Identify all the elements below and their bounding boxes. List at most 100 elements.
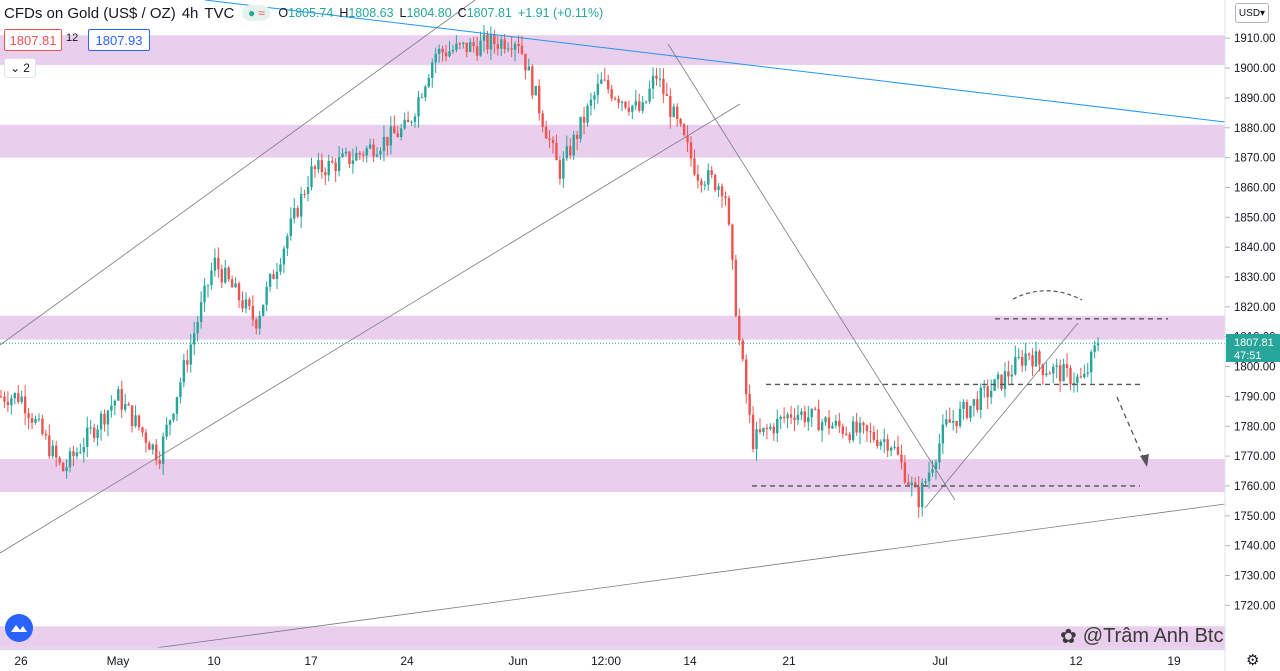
candle-body xyxy=(41,418,44,434)
candle xyxy=(334,157,337,183)
price-zone xyxy=(0,459,1225,492)
candle-body xyxy=(299,193,303,217)
candle xyxy=(1034,341,1038,368)
candle-body xyxy=(1007,371,1010,377)
candle-body xyxy=(969,405,972,418)
candle xyxy=(755,421,758,461)
candle-body xyxy=(776,418,779,434)
timeframe[interactable]: 4h xyxy=(181,4,199,22)
candle-body xyxy=(748,394,751,415)
candle xyxy=(413,113,417,128)
candle xyxy=(182,353,186,388)
candle xyxy=(845,426,848,437)
candle-body xyxy=(655,75,658,79)
candle-body xyxy=(579,116,582,139)
candle-body xyxy=(1052,366,1055,374)
candle xyxy=(120,380,123,418)
candle-body xyxy=(493,34,496,45)
candle-body xyxy=(99,413,103,430)
y-tick-label: 1860.00 xyxy=(1234,182,1276,194)
candle-body xyxy=(310,166,313,188)
candle-body xyxy=(1069,368,1072,385)
indicators-toggle[interactable]: ⌄ 2 xyxy=(4,58,36,78)
descending-breakout-line xyxy=(667,43,956,501)
change-value: +1.91 (+0.11%) xyxy=(517,6,604,20)
candle-body xyxy=(417,97,420,117)
market-status-badge[interactable]: ● ≈ xyxy=(242,5,271,21)
candle xyxy=(331,156,334,164)
candle-body xyxy=(168,420,172,425)
buy-button[interactable]: 1807.93 xyxy=(88,29,150,51)
candle-body xyxy=(893,446,896,448)
candle-body xyxy=(6,401,10,406)
candle xyxy=(555,134,558,161)
candle-body xyxy=(727,198,731,225)
candle-body xyxy=(320,160,324,172)
candle-body xyxy=(648,88,651,102)
time-axis[interactable]: 26 May 10 17 24 Jun 12:00 14 21 Jul 12 19 xyxy=(14,654,1181,668)
candle-body xyxy=(575,134,579,139)
candle xyxy=(789,405,793,425)
candle-body xyxy=(1024,353,1027,366)
candle xyxy=(30,413,34,430)
candle xyxy=(230,275,234,288)
candle-body xyxy=(883,439,886,442)
candle xyxy=(848,431,851,444)
candle-body xyxy=(386,136,389,146)
symbol-title[interactable]: CFDs on Gold (US$ / OZ) xyxy=(4,4,176,22)
candle-body xyxy=(665,94,669,97)
candle xyxy=(531,64,534,99)
currency-button[interactable]: USD ▾ xyxy=(1235,3,1269,23)
candle-body xyxy=(313,166,317,170)
candle xyxy=(782,407,786,424)
candle xyxy=(441,45,444,62)
candle-body xyxy=(807,417,810,423)
candle xyxy=(213,248,217,277)
y-tick-label: 1840.00 xyxy=(1234,242,1276,254)
candle xyxy=(193,321,196,356)
candle-body xyxy=(958,408,962,427)
candle xyxy=(986,379,989,410)
candle-body xyxy=(448,51,451,57)
candle-body xyxy=(362,154,365,156)
sell-button[interactable]: 1807.81 xyxy=(4,29,62,51)
candle-body xyxy=(1065,364,1069,369)
candle-body xyxy=(758,429,762,432)
candle-body xyxy=(61,462,65,472)
candle xyxy=(144,428,148,453)
candle-body xyxy=(996,374,1000,380)
candle-body xyxy=(293,207,296,219)
candle-body xyxy=(1021,356,1024,366)
candle xyxy=(141,426,144,437)
candle-body xyxy=(89,427,92,429)
candle xyxy=(524,53,527,80)
candle xyxy=(106,409,110,437)
candle xyxy=(603,67,606,82)
candle-body xyxy=(255,319,258,329)
candle xyxy=(455,35,458,53)
chart-header: CFDs on Gold (US$ / OZ) 4h TVC ● ≈ O1805… xyxy=(4,3,603,23)
candle xyxy=(458,42,462,50)
candle-body xyxy=(1017,356,1020,358)
candle-body xyxy=(37,418,41,420)
candle xyxy=(503,33,506,54)
tradingview-logo-icon[interactable] xyxy=(5,614,33,642)
candle xyxy=(889,446,893,457)
candle xyxy=(358,151,361,161)
candle-body xyxy=(927,472,931,482)
candle-body xyxy=(500,39,503,49)
candle-body xyxy=(610,89,613,99)
price-zone xyxy=(0,626,1225,651)
candle xyxy=(137,414,141,431)
candle-body xyxy=(186,360,189,365)
gear-icon[interactable]: ⚙ xyxy=(1246,652,1260,669)
open-label: O xyxy=(278,6,289,20)
candle xyxy=(558,156,562,185)
candle-body xyxy=(496,44,499,49)
candle-body xyxy=(786,414,789,419)
candle xyxy=(344,147,348,157)
candle xyxy=(631,104,634,120)
candle-body xyxy=(334,162,337,172)
open-value: 1805.74 xyxy=(288,6,334,20)
